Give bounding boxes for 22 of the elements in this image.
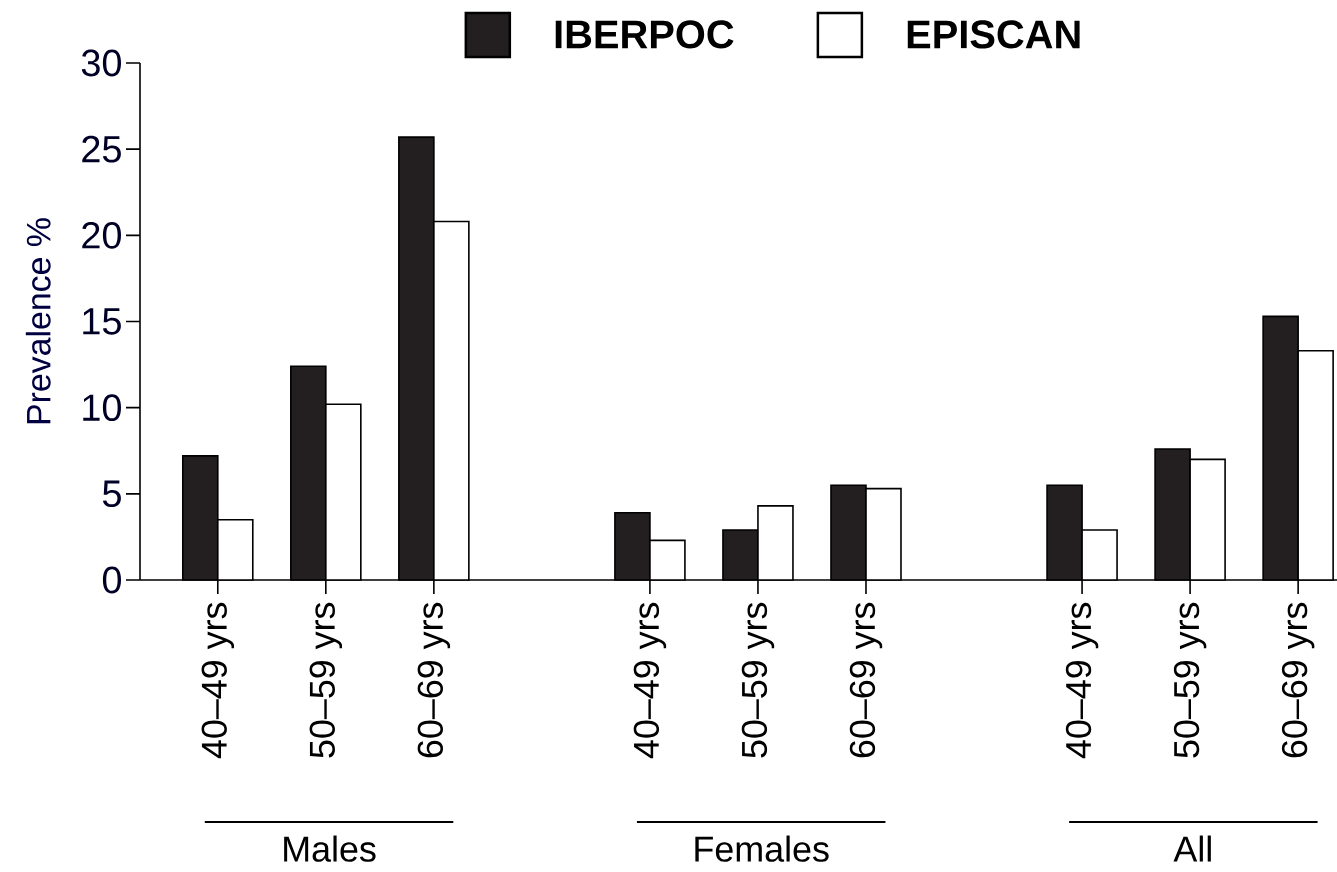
x-tick-label: 60–69 yrs xyxy=(1281,602,1315,758)
x-tick-label: 50–59 yrs xyxy=(741,602,775,758)
text: All xyxy=(1173,835,1211,862)
y-tick-label: 0 xyxy=(102,566,121,594)
x-tick-label: 50–59 yrs xyxy=(309,602,343,758)
y-tick-label: 15 xyxy=(83,308,121,335)
x-tick-label: 50–59 yrs xyxy=(1173,602,1207,758)
y-tick-label: 30 xyxy=(81,49,121,77)
text: Males xyxy=(284,835,376,862)
y-tick-label: 25 xyxy=(82,135,121,163)
text: Females xyxy=(695,835,829,862)
x-tick-label: 40–49 yrs xyxy=(201,602,235,759)
y-tick-label: 20 xyxy=(82,221,121,249)
x-tick-label: 60–69 yrs xyxy=(849,602,883,758)
y-tick-label: 10 xyxy=(83,394,121,422)
x-tick-label: 40–49 yrs xyxy=(1065,602,1099,759)
x-tick-label: 40–49 yrs xyxy=(633,602,667,759)
legend-label: EPISCAN xyxy=(907,20,1080,49)
y-tick-label: 5 xyxy=(102,480,121,508)
x-tick-label: 60–69 yrs xyxy=(417,602,451,758)
y-axis-title: Prevalence % xyxy=(25,218,51,424)
legend-label: IBERPOC xyxy=(555,20,734,49)
